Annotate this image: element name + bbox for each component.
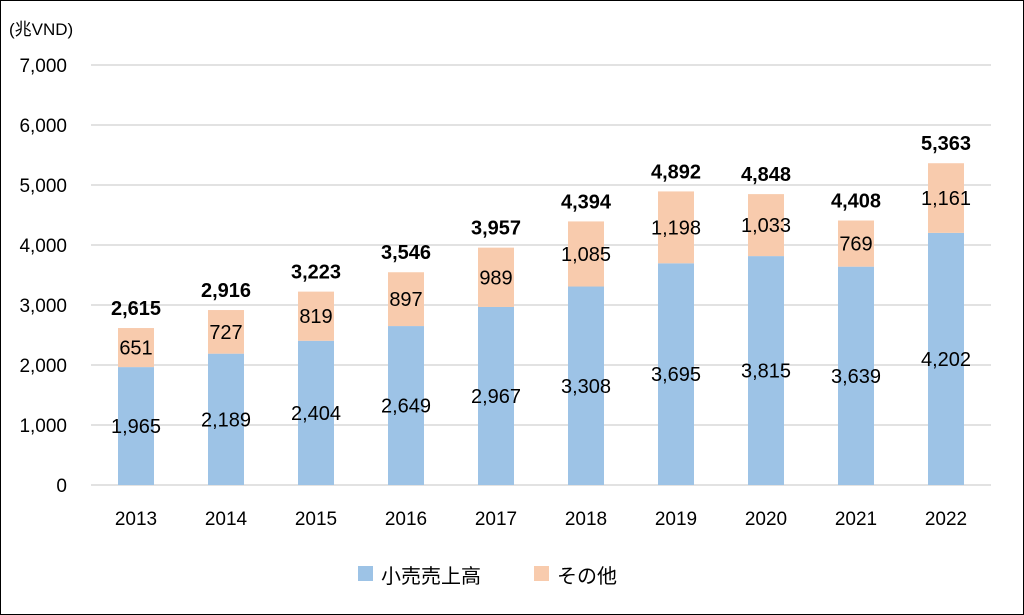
data-label-total: 4,848: [741, 164, 791, 186]
bar-other: [208, 310, 244, 354]
bar-other: [118, 328, 154, 368]
y-tick-label: 0: [56, 476, 67, 497]
x-tick-label: 2019: [655, 509, 697, 530]
data-label-other: 651: [119, 338, 152, 360]
legend: 小売売上高 その他: [358, 564, 617, 588]
data-label-retail-sales: 2,649: [381, 396, 431, 418]
bars: 1,965 651 2,615 2,189 727 2,916 2,404 819 3,223 2…: [111, 133, 971, 485]
data-label-total: 3,957: [471, 218, 521, 240]
y-tick-label: 6,000: [19, 116, 67, 137]
x-tick-label: 2014: [205, 509, 248, 530]
bar-retail-sales: [748, 256, 784, 485]
bar-other: [838, 220, 874, 267]
data-label-total: 3,546: [381, 242, 431, 264]
x-tick-label: 2020: [745, 509, 787, 530]
data-label-other: 1,033: [741, 215, 791, 237]
data-label-total: 2,916: [201, 280, 251, 302]
data-label-retail-sales: 3,308: [561, 376, 611, 398]
y-tick-label: 4,000: [19, 236, 67, 257]
legend-swatch-retail: [358, 566, 373, 581]
bar-retail-sales: [568, 286, 604, 485]
bar-other: [478, 247, 514, 307]
data-label-retail-sales: 2,404: [291, 403, 341, 425]
data-label-total: 5,363: [921, 133, 971, 155]
data-label-retail-sales: 3,639: [831, 366, 881, 388]
data-label-total: 4,408: [831, 191, 881, 213]
y-tick-label: 2,000: [19, 356, 67, 377]
bar-retail-sales: [928, 232, 964, 485]
bar-other: [298, 291, 334, 341]
data-label-retail-sales: 4,202: [921, 349, 971, 371]
data-label-retail-sales: 1,965: [111, 416, 161, 438]
data-label-total: 2,615: [111, 298, 161, 320]
x-tick-label: 2022: [925, 509, 967, 530]
data-label-other: 1,161: [921, 188, 971, 210]
y-tick-label: 3,000: [19, 296, 67, 317]
bar-other: [658, 191, 694, 264]
data-label-retail-sales: 3,695: [651, 364, 701, 386]
y-unit-label: (兆VND): [9, 20, 73, 39]
x-tick-label: 2013: [115, 509, 157, 530]
data-label-retail-sales: 2,967: [471, 386, 521, 408]
bar-retail-sales: [388, 326, 424, 485]
bar-retail-sales: [658, 263, 694, 485]
bar-retail-sales: [118, 367, 154, 485]
bar-retail-sales: [838, 266, 874, 485]
data-label-other: 727: [209, 322, 242, 344]
bar-other: [748, 194, 784, 257]
y-axis-ticks: 0 1,000 2,000 3,000 4,000 5,000 6,000 7,000: [19, 56, 67, 497]
legend-label-other: その他: [557, 564, 617, 588]
data-label-total: 4,892: [651, 161, 701, 183]
data-label-total: 3,223: [291, 262, 341, 284]
y-tick-label: 5,000: [19, 176, 67, 197]
data-label-other: 897: [389, 289, 422, 311]
x-tick-label: 2017: [475, 509, 517, 530]
y-tick-label: 1,000: [19, 416, 67, 437]
bar-retail-sales: [478, 306, 514, 485]
x-tick-label: 2021: [835, 509, 877, 530]
bar-retail-sales: [298, 340, 334, 485]
x-tick-label: 2015: [295, 509, 337, 530]
data-label-retail-sales: 3,815: [741, 361, 791, 383]
bar-other: [568, 221, 604, 287]
bar-other: [388, 272, 424, 327]
x-tick-label: 2016: [385, 509, 427, 530]
y-tick-label: 7,000: [19, 56, 67, 77]
legend-swatch-other: [534, 566, 549, 581]
bar-retail-sales: [208, 353, 244, 485]
data-label-other: 1,198: [651, 217, 701, 239]
data-label-retail-sales: 2,189: [201, 409, 251, 431]
data-label-other: 769: [839, 234, 872, 256]
data-label-other: 819: [299, 306, 332, 328]
x-tick-label: 2018: [565, 509, 607, 530]
bar-other: [928, 163, 964, 233]
data-label-other: 989: [479, 267, 512, 289]
x-axis-ticks: 2013 2014 2015 2016 2017 2018 2019 2020 2021 2022: [115, 509, 967, 530]
data-label-other: 1,085: [561, 244, 611, 266]
data-label-total: 4,394: [561, 191, 612, 213]
legend-label-retail: 小売売上高: [381, 564, 481, 588]
